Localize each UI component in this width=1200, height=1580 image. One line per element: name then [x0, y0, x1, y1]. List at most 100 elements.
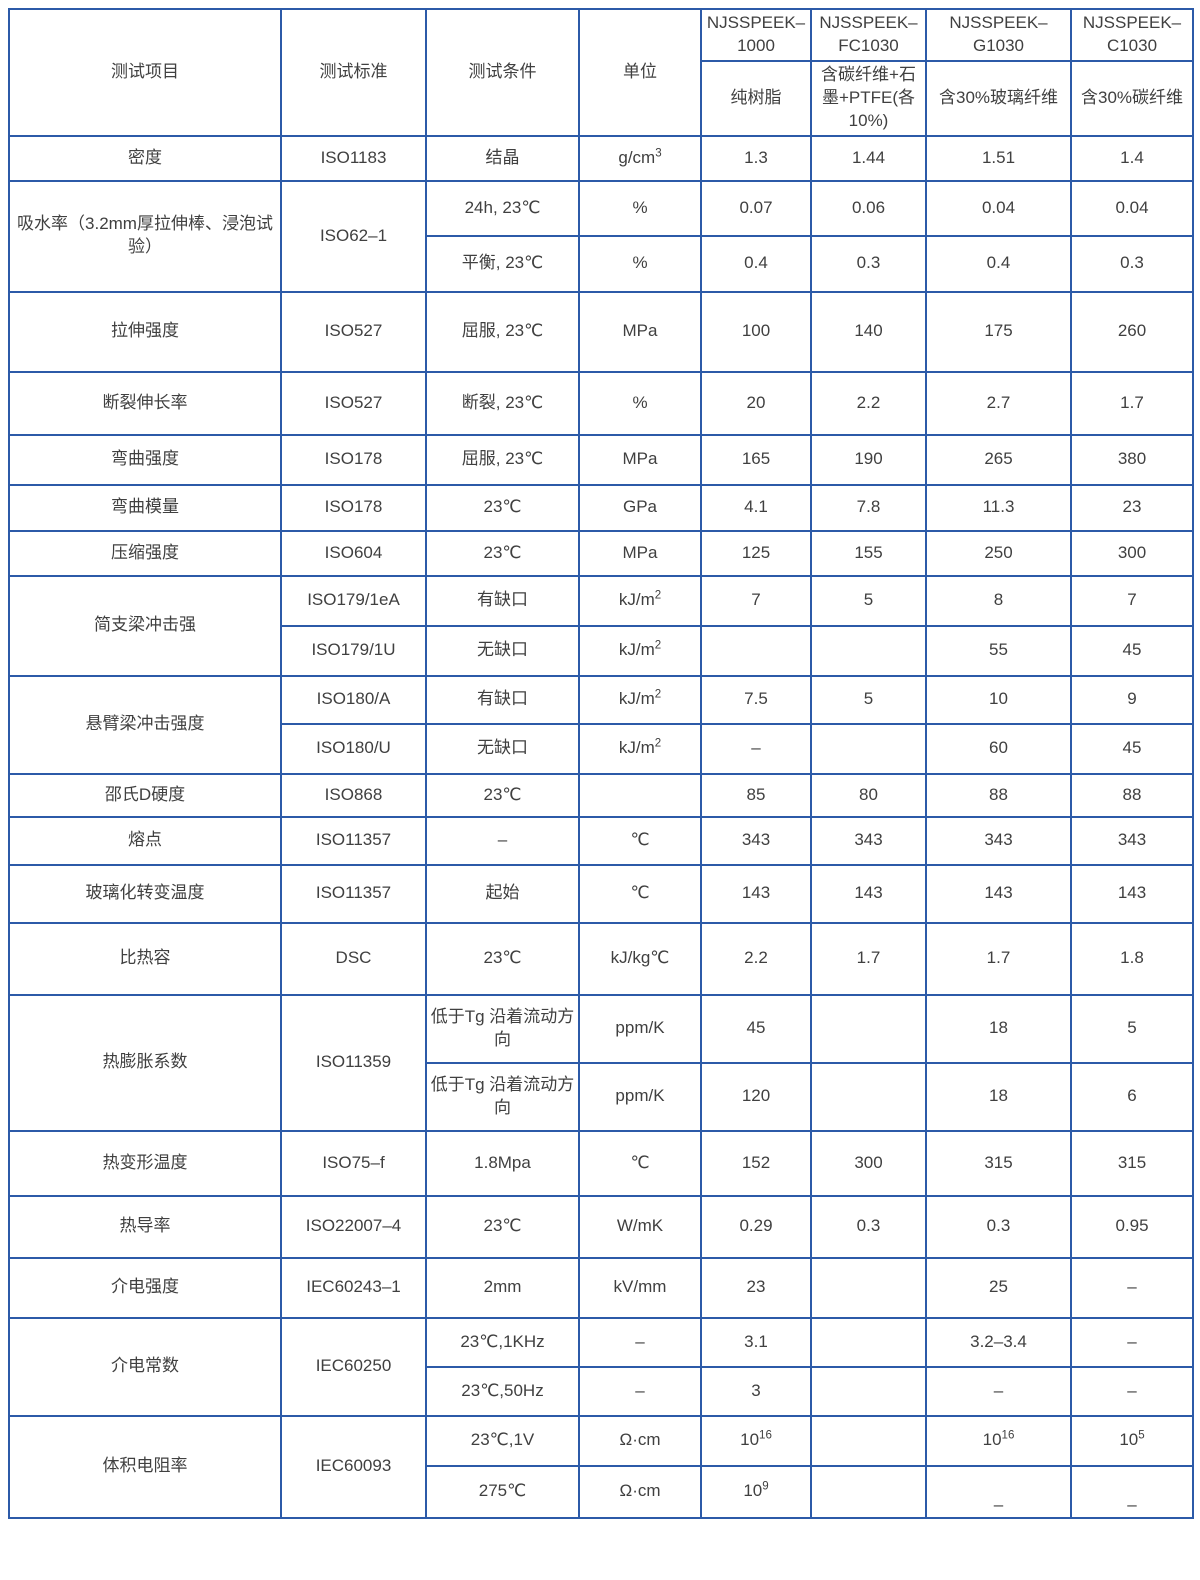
cell-value-2	[810, 624, 927, 677]
cell-test-standard: ISO22007–4	[280, 1194, 427, 1259]
cell-value-3: 60	[925, 722, 1072, 775]
cell-value-4: 300	[1070, 529, 1194, 577]
cell-value-3: 18	[925, 1061, 1072, 1132]
table-row: 介电常数 IEC60250 23℃,1KHz –3.1 3.2–3.4–	[8, 1316, 1194, 1417]
cell-value-4: 88	[1070, 772, 1194, 818]
cell-value-3: 0.4	[925, 234, 1072, 293]
cell-unit: %	[578, 179, 702, 237]
product-desc-njsspeek-1000: 纯树脂	[700, 59, 812, 137]
cell-value-4: 1.8	[1070, 921, 1194, 996]
table-row: 熔点 ISO11357– ℃ 343 343 343 343	[8, 815, 1194, 866]
cell-test-condition: 275℃	[425, 1464, 580, 1519]
cell-unit: ℃	[578, 1129, 702, 1197]
cell-test-condition: 1.8Mpa	[425, 1129, 580, 1197]
cell-value-3: 1.7	[925, 921, 1072, 996]
cell-test-condition: 23℃,1V	[425, 1414, 580, 1467]
cell-value-1: 0.29	[700, 1194, 812, 1259]
cell-value-2: 155	[810, 529, 927, 577]
cell-value-1: 109	[700, 1464, 812, 1519]
cell-value-1: 152	[700, 1129, 812, 1197]
cell-unit: kJ/m2	[578, 624, 702, 677]
cell-unit: MPa	[578, 529, 702, 577]
product-code-njsspeek-g1030: NJSSPEEK–G1030	[925, 8, 1072, 62]
cell-test-condition: 23℃	[425, 529, 580, 577]
cell-test-item: 弯曲模量	[8, 483, 282, 532]
table-row: 弯曲强度 ISO178 屈服, 23℃ MPa 165 190 265 380	[8, 433, 1194, 486]
cell-value-3: 55	[925, 624, 1072, 677]
table-row: 275℃ Ω·cm 109 – –	[9, 1464, 1194, 1519]
cell-value-4: 343	[1070, 815, 1194, 866]
cell-value-1: 7.5	[700, 674, 812, 725]
cell-value-1: 85	[700, 772, 812, 818]
column-header-test-item: 测试项目	[8, 8, 282, 137]
cell-value-4: 143	[1070, 863, 1194, 924]
cell-value-4: 7	[1070, 574, 1194, 627]
cell-unit: kJ/m2	[578, 722, 702, 775]
cell-value-3: –	[925, 1365, 1072, 1417]
cell-value-3: 250	[925, 529, 1072, 577]
table-row: 热膨胀系数 ISO11359 低于Tg 沿着流动方向 ppm/K 45 18 5	[8, 993, 1194, 1132]
cell-value-2: 0.06	[810, 179, 927, 237]
table-row: 断裂伸长率 ISO527 断裂, 23℃% 20 2.2 2.7 1.7	[8, 370, 1194, 436]
product-code-njsspeek-1000: NJSSPEEK–1000	[700, 8, 812, 62]
cell-value-4: –	[1070, 1464, 1194, 1519]
cell-unit: %	[578, 370, 702, 436]
cell-value-4: 6	[1070, 1061, 1194, 1132]
cell-test-standard: DSC	[280, 921, 427, 996]
cell-value-3: 25	[925, 1256, 1072, 1319]
cell-test-condition: 平衡, 23℃	[425, 234, 580, 293]
cell-test-standard: ISO62–1	[280, 179, 427, 293]
cell-test-condition: 结晶	[425, 134, 580, 182]
table-row: 密度 ISO1183 结晶 g/cm3 1.3 1.44 1.51 1.4	[8, 134, 1194, 182]
cell-value-2	[810, 1464, 927, 1519]
cell-unit: ppm/K	[578, 993, 702, 1064]
cell-value-2: 5	[810, 674, 927, 725]
cell-value-3: 88	[925, 772, 1072, 818]
cell-test-condition: 低于Tg 沿着流动方向	[425, 1061, 580, 1132]
cell-test-item: 介电强度	[8, 1256, 282, 1319]
cell-value-4: 260	[1070, 290, 1194, 373]
table-row: ISO180/U 无缺口 kJ/m2– 60 45	[9, 722, 1194, 775]
cell-test-item: 弯曲强度	[8, 433, 282, 486]
cell-value-1: 45	[700, 993, 812, 1064]
cell-test-condition: 起始	[425, 863, 580, 924]
product-desc-njsspeek-fc1030: 含碳纤维+石墨+PTFE(各10%)	[810, 59, 927, 137]
cell-value-2: 7.8	[810, 483, 927, 532]
cell-value-2	[810, 722, 927, 775]
table-row: 比热容 DSC 23℃ kJ/kg℃ 2.2 1.7 1.7 1.8	[8, 921, 1194, 996]
cell-unit: ℃	[578, 863, 702, 924]
table-row: 邵氏D硬度 ISO868 23℃ 85 80 88 88	[8, 772, 1194, 818]
cell-value-3: 8	[925, 574, 1072, 627]
cell-test-standard: IEC60093	[280, 1414, 427, 1519]
table-row: 介电强度 IEC60243–1 2mm kV/mm 23 25–	[8, 1256, 1194, 1319]
cell-value-4: 315	[1070, 1129, 1194, 1197]
cell-test-item: 压缩强度	[8, 529, 282, 577]
cell-value-3: 2.7	[925, 370, 1072, 436]
cell-test-standard: ISO527	[280, 370, 427, 436]
cell-value-4: –	[1070, 1256, 1194, 1319]
cell-value-2: 300	[810, 1129, 927, 1197]
cell-test-item: 比热容	[8, 921, 282, 996]
cell-unit	[578, 772, 702, 818]
cell-value-2	[810, 993, 927, 1064]
cell-value-2	[810, 1414, 927, 1467]
cell-value-4: –	[1070, 1365, 1194, 1417]
cell-test-standard: ISO1183	[280, 134, 427, 182]
cell-value-3: 175	[925, 290, 1072, 373]
table-row: 压缩强度 ISO604 23℃ MPa 125 155 250 300	[8, 529, 1194, 577]
table-row: 玻璃化转变温度 ISO11357 起始 ℃ 143 143 143 143	[8, 863, 1194, 924]
cell-unit: ppm/K	[578, 1061, 702, 1132]
cell-value-2: 190	[810, 433, 927, 486]
cell-value-3: 143	[925, 863, 1072, 924]
cell-test-condition: 23℃,50Hz	[425, 1365, 580, 1417]
cell-value-3: 343	[925, 815, 1072, 866]
cell-value-1: 3.1	[700, 1316, 812, 1368]
cell-test-item: 玻璃化转变温度	[8, 863, 282, 924]
cell-test-item: 热变形温度	[8, 1129, 282, 1197]
cell-value-2: 5	[810, 574, 927, 627]
cell-test-condition: 23℃	[425, 483, 580, 532]
table-body: 密度 ISO1183 结晶 g/cm3 1.3 1.44 1.51 1.4 吸水率（3.2mm厚…	[8, 134, 1194, 1519]
cell-value-4: 105	[1070, 1414, 1194, 1467]
cell-test-standard: ISO75–f	[280, 1129, 427, 1197]
cell-value-4: 9	[1070, 674, 1194, 725]
